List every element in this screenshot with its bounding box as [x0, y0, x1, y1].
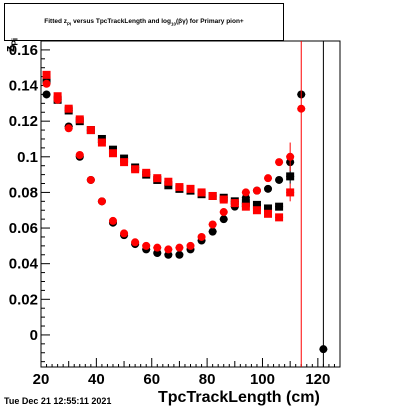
- y-tick-label: 0.08: [9, 184, 38, 201]
- y-axis-label: zPi: [2, 37, 20, 52]
- y-tick-label: 0.04: [9, 256, 39, 273]
- x-axis-label: TpcTrackLength (cm): [158, 389, 320, 406]
- data-point-square: [142, 168, 151, 177]
- y-tick-label: 0: [30, 327, 38, 344]
- x-tick-label: 20: [33, 371, 50, 388]
- data-points: [42, 41, 328, 367]
- data-point-circle: [208, 220, 217, 229]
- data-point-square: [75, 115, 84, 124]
- data-point-circle: [186, 241, 195, 250]
- x-tick-label: 40: [88, 371, 105, 388]
- y-tick-label: 0.12: [9, 113, 38, 130]
- data-point-circle: [297, 104, 306, 113]
- data-point-circle: [264, 184, 273, 193]
- data-point-circle: [319, 345, 328, 354]
- data-point-circle: [230, 199, 239, 208]
- data-point-circle: [275, 158, 284, 167]
- data-point-circle: [131, 238, 140, 247]
- data-point-circle: [142, 241, 151, 250]
- data-point-circle: [97, 197, 106, 206]
- data-point-square: [264, 204, 273, 213]
- data-point-circle: [42, 79, 51, 88]
- x-tick-label: 120: [305, 371, 330, 388]
- data-point-circle: [53, 95, 62, 104]
- data-point-circle: [219, 215, 228, 224]
- chart-title: Fitted zPi versus TpcTrackLength and log…: [44, 18, 244, 27]
- data-point-circle: [286, 152, 295, 161]
- axis-ticks: [40, 40, 341, 367]
- data-point-circle: [197, 232, 206, 241]
- data-point-square: [252, 200, 261, 209]
- data-point-circle: [241, 188, 250, 197]
- data-point-square: [275, 202, 284, 211]
- data-point-square: [64, 104, 73, 113]
- y-tick-label: 0.06: [9, 220, 38, 237]
- data-point-square: [42, 70, 51, 79]
- data-point-circle: [164, 245, 173, 254]
- x-tick-label: 80: [199, 371, 216, 388]
- data-point-circle: [108, 216, 117, 225]
- data-point-circle: [208, 227, 217, 236]
- data-point-circle: [86, 175, 95, 184]
- data-point-square: [208, 191, 217, 200]
- data-point-circle: [75, 151, 84, 160]
- data-point-circle: [252, 186, 261, 195]
- data-point-square: [219, 195, 228, 204]
- data-point-square: [252, 206, 261, 215]
- data-point-square: [186, 184, 195, 193]
- data-point-square: [153, 174, 162, 183]
- y-tick-label: 0.1: [17, 149, 38, 166]
- plot-frame: [40, 40, 341, 368]
- data-point-square: [120, 158, 129, 167]
- data-point-square: [264, 209, 273, 218]
- data-point-square: [175, 183, 184, 192]
- title-box: Fitted zPi versus TpcTrackLength and log…: [4, 3, 284, 41]
- data-point-circle: [175, 250, 184, 259]
- axis-tick-labels: 20 40 60 80 100 120 0 0.02 0.04 0.06 0.08 0.1 0.12 0.…: [9, 42, 331, 388]
- data-point-circle: [275, 175, 284, 184]
- data-point-square: [86, 126, 95, 135]
- data-point-circle: [153, 243, 162, 252]
- data-point-square: [164, 177, 173, 186]
- data-point-square: [108, 149, 117, 158]
- y-tick-label: 0.14: [9, 78, 39, 95]
- data-point-square: [286, 188, 295, 197]
- data-point-circle: [42, 90, 51, 99]
- data-point-square: [197, 188, 206, 197]
- y-tick-label: 0.16: [9, 42, 38, 59]
- x-tick-label: 100: [250, 371, 275, 388]
- footer-timestamp: Tue Dec 21 12:55:11 2021: [4, 396, 112, 406]
- data-point-square: [286, 172, 295, 181]
- data-point-square: [131, 165, 140, 174]
- data-point-circle: [120, 229, 129, 238]
- y-tick-label: 0.02: [9, 291, 38, 308]
- x-tick-label: 60: [143, 371, 160, 388]
- data-point-circle: [64, 124, 73, 133]
- data-point-square: [275, 213, 284, 222]
- data-point-circle: [219, 208, 228, 217]
- data-point-square: [241, 202, 250, 211]
- data-point-circle: [175, 243, 184, 252]
- data-point-circle: [264, 174, 273, 183]
- data-point-square: [97, 138, 106, 147]
